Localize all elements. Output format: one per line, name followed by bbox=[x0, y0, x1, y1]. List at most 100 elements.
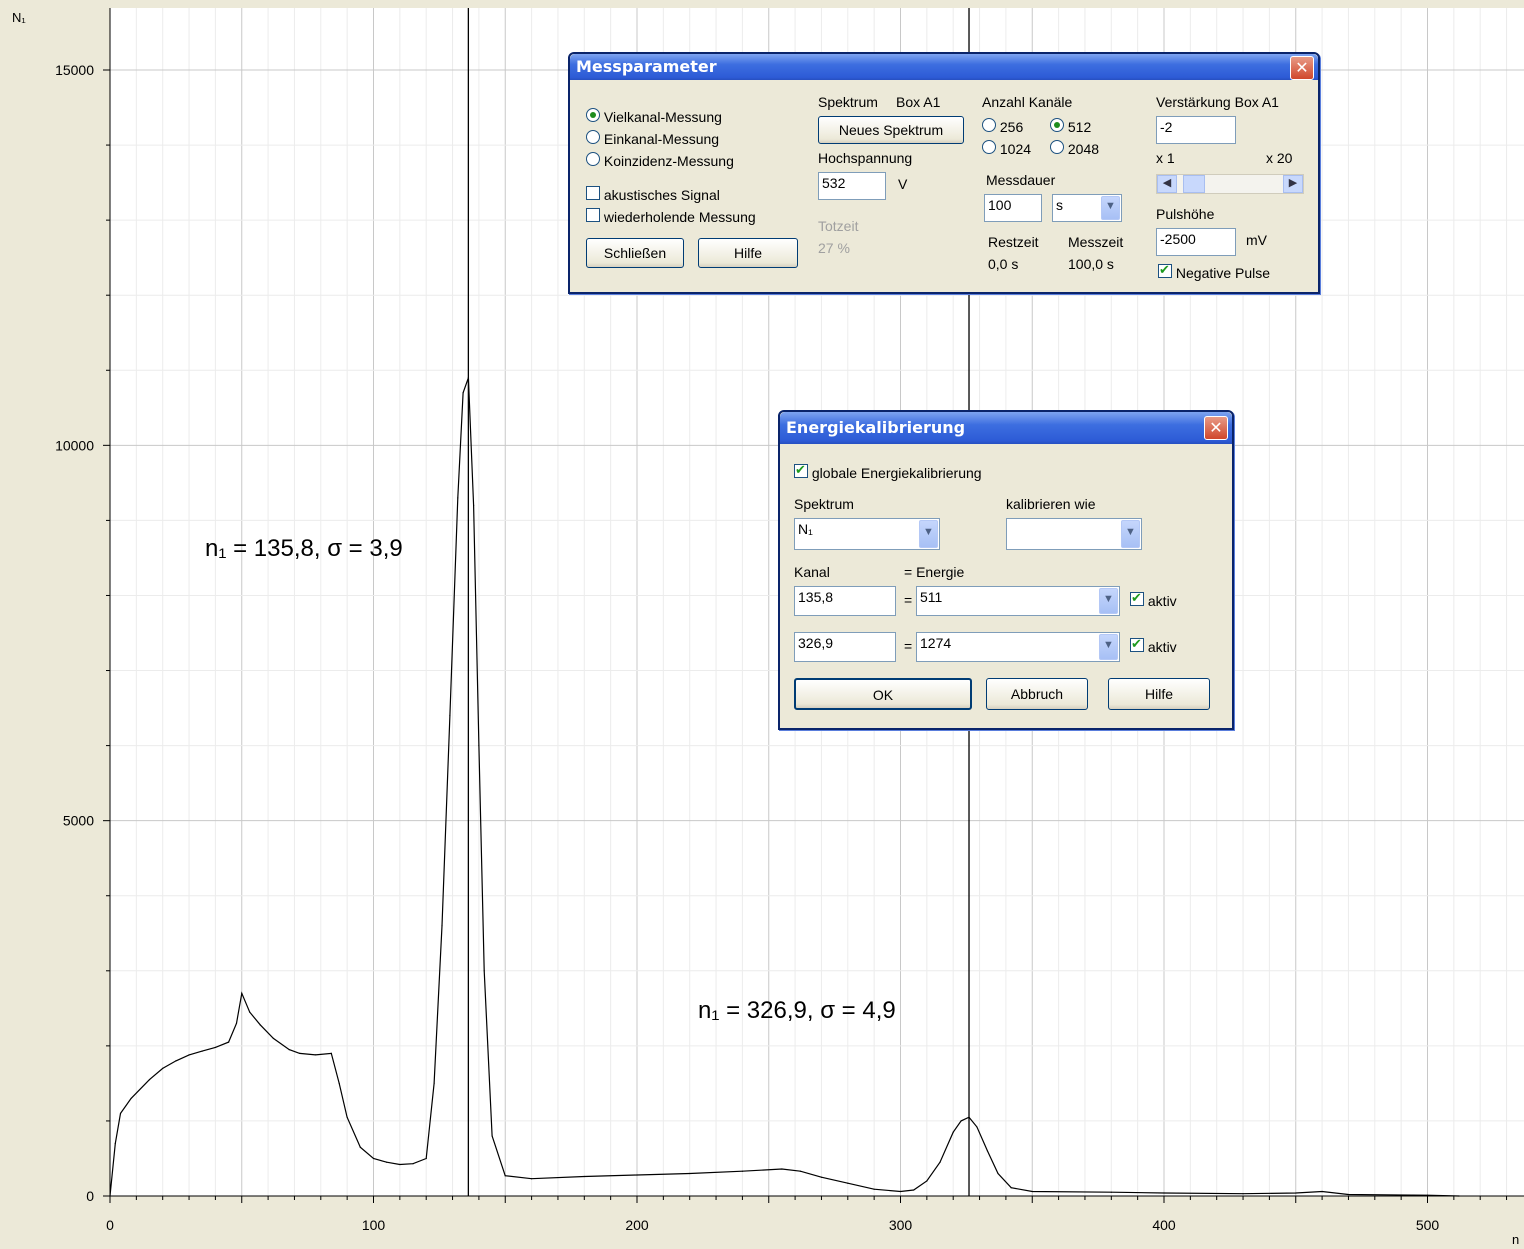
kanal-input-1[interactable]: 135,8 bbox=[794, 586, 896, 616]
channel-512[interactable]: 512 bbox=[1050, 118, 1091, 135]
channel-1024[interactable]: 1024 bbox=[982, 140, 1031, 157]
data-point bbox=[473, 504, 475, 506]
data-point bbox=[249, 1011, 251, 1013]
data-point bbox=[386, 1161, 388, 1163]
data-point bbox=[531, 1178, 533, 1180]
chevron-left-icon[interactable]: ◀ bbox=[1157, 175, 1177, 193]
checkbox-aktiv-2[interactable] bbox=[1130, 636, 1144, 652]
gain-max: x 20 bbox=[1266, 150, 1293, 166]
data-point bbox=[214, 1046, 216, 1048]
global-calibration-checkbox[interactable]: globale Energiekalibrierung bbox=[794, 462, 982, 481]
messparameter-titlebar[interactable]: Messparameter ✕ bbox=[570, 54, 1318, 80]
chevron-down-icon[interactable]: ▼ bbox=[1121, 520, 1140, 548]
spektrum-label: Spektrum bbox=[818, 94, 878, 110]
channel-256[interactable]: 256 bbox=[982, 118, 1023, 135]
energie-select-1[interactable]: 511 ▼ bbox=[916, 586, 1120, 616]
energiekalibrierung-titlebar[interactable]: Energiekalibrierung ✕ bbox=[780, 412, 1232, 444]
energie-label: = Energie bbox=[904, 564, 965, 580]
mode-einkanal[interactable]: Einkanal-Messung bbox=[586, 130, 719, 147]
help-button[interactable]: Hilfe bbox=[698, 238, 798, 268]
data-point bbox=[130, 1097, 132, 1100]
aktiv-label: aktiv bbox=[1147, 639, 1177, 655]
data-point bbox=[288, 1049, 290, 1051]
data-point bbox=[491, 1135, 493, 1137]
hv-label: Hochspannung bbox=[818, 150, 913, 166]
radio-einkanal[interactable] bbox=[586, 130, 600, 144]
data-point bbox=[441, 925, 443, 927]
data-point bbox=[449, 714, 451, 717]
new-spectrum-button[interactable]: Neues Spektrum bbox=[818, 116, 964, 144]
mode-koinzidenz[interactable]: Koinzidenz-Messung bbox=[586, 152, 734, 169]
acoustic-signal-checkbox[interactable]: akustisches Signal bbox=[586, 186, 720, 203]
data-point bbox=[820, 1176, 823, 1178]
grid bbox=[110, 8, 1524, 1196]
energie-select-2[interactable]: 1274 ▼ bbox=[916, 632, 1120, 662]
series-group bbox=[109, 377, 1460, 1197]
spektrum-select[interactable]: N₁ ▼ bbox=[794, 518, 940, 550]
aktiv-checkbox-2[interactable]: aktiv bbox=[1130, 636, 1177, 655]
close-icon[interactable]: ✕ bbox=[1290, 56, 1314, 80]
y-tick-label: 10000 bbox=[55, 437, 94, 453]
negative-pulse-checkbox[interactable]: Negative Pulse bbox=[1158, 262, 1270, 281]
radio-1024[interactable] bbox=[982, 140, 996, 154]
equals-sign: = bbox=[904, 592, 913, 608]
aktiv-label: aktiv bbox=[1147, 593, 1177, 609]
radio-256[interactable] bbox=[982, 118, 996, 132]
gain-input[interactable]: -2 bbox=[1156, 116, 1236, 144]
peak-annotation: n₁ = 135,8, σ = 3,9 bbox=[205, 535, 403, 562]
hilfe-button[interactable]: Hilfe bbox=[1108, 678, 1210, 710]
data-point bbox=[372, 1157, 375, 1160]
duration-unit-select[interactable]: s ▼ bbox=[1052, 194, 1122, 222]
mode-vielkanal[interactable]: Vielkanal-Messung bbox=[586, 108, 722, 125]
radio-koinzidenz[interactable] bbox=[586, 152, 600, 166]
chevron-down-icon[interactable]: ▼ bbox=[1099, 588, 1118, 614]
energiekalibrierung-body: globale Energiekalibrierung Spektrum N₁ ▼… bbox=[780, 444, 1232, 728]
messparameter-body: Vielkanal-Messung Einkanal-Messung Koinz… bbox=[570, 80, 1318, 292]
chevron-down-icon[interactable]: ▼ bbox=[1101, 196, 1120, 220]
equals-sign: = bbox=[904, 638, 913, 654]
ok-button[interactable]: OK bbox=[794, 678, 972, 710]
data-point bbox=[259, 1024, 261, 1026]
hv-unit: V bbox=[898, 176, 908, 192]
data-point bbox=[241, 992, 243, 994]
duration-unit-value: s bbox=[1056, 197, 1063, 213]
scroll-thumb[interactable] bbox=[1183, 175, 1205, 193]
radio-512[interactable] bbox=[1050, 118, 1064, 132]
duration-input[interactable]: 100 bbox=[984, 194, 1042, 222]
data-point bbox=[1242, 1193, 1244, 1195]
checkbox-repeat[interactable] bbox=[586, 208, 600, 222]
kanal-input-2[interactable]: 326,9 bbox=[794, 632, 896, 662]
data-point bbox=[997, 1172, 999, 1175]
messparameter-title: Messparameter bbox=[576, 57, 717, 76]
spektrum-value: N₁ bbox=[798, 521, 813, 537]
chevron-down-icon[interactable]: ▼ bbox=[1099, 634, 1118, 660]
chevron-down-icon[interactable]: ▼ bbox=[919, 520, 938, 548]
data-point bbox=[338, 1082, 340, 1084]
repeat-measure-checkbox[interactable]: wiederholende Messung bbox=[586, 208, 756, 225]
totzeit-label: Totzeit bbox=[818, 218, 859, 234]
data-point bbox=[272, 1037, 274, 1039]
x-tick-label: 0 bbox=[106, 1217, 114, 1233]
pulse-input[interactable]: -2500 bbox=[1156, 228, 1236, 256]
mode-label: Vielkanal-Messung bbox=[603, 109, 722, 125]
radio-vielkanal[interactable] bbox=[586, 108, 600, 122]
chevron-right-icon[interactable]: ▶ bbox=[1283, 175, 1303, 193]
abbruch-button[interactable]: Abbruch bbox=[986, 678, 1088, 710]
data-point bbox=[1110, 1191, 1112, 1193]
close-icon[interactable]: ✕ bbox=[1204, 416, 1228, 440]
peak-annotation: n₁ = 326,9, σ = 4,9 bbox=[698, 997, 896, 1024]
gain-scrollbar[interactable]: ◀ ▶ bbox=[1156, 174, 1304, 194]
data-point bbox=[162, 1067, 164, 1069]
checkbox-global[interactable] bbox=[794, 462, 808, 478]
data-point bbox=[1295, 1192, 1297, 1194]
close-button[interactable]: Schließen bbox=[586, 238, 684, 268]
kalibrieren-select[interactable]: ▼ bbox=[1006, 518, 1142, 550]
channel-2048[interactable]: 2048 bbox=[1050, 140, 1099, 157]
checkbox-aktiv-1[interactable] bbox=[1130, 590, 1144, 606]
aktiv-checkbox-1[interactable]: aktiv bbox=[1130, 590, 1177, 609]
checkbox-acoustic[interactable] bbox=[586, 186, 600, 200]
radio-2048[interactable] bbox=[1050, 140, 1064, 154]
checkbox-negative-pulse[interactable] bbox=[1158, 262, 1172, 278]
hv-input[interactable]: 532 bbox=[818, 172, 886, 200]
